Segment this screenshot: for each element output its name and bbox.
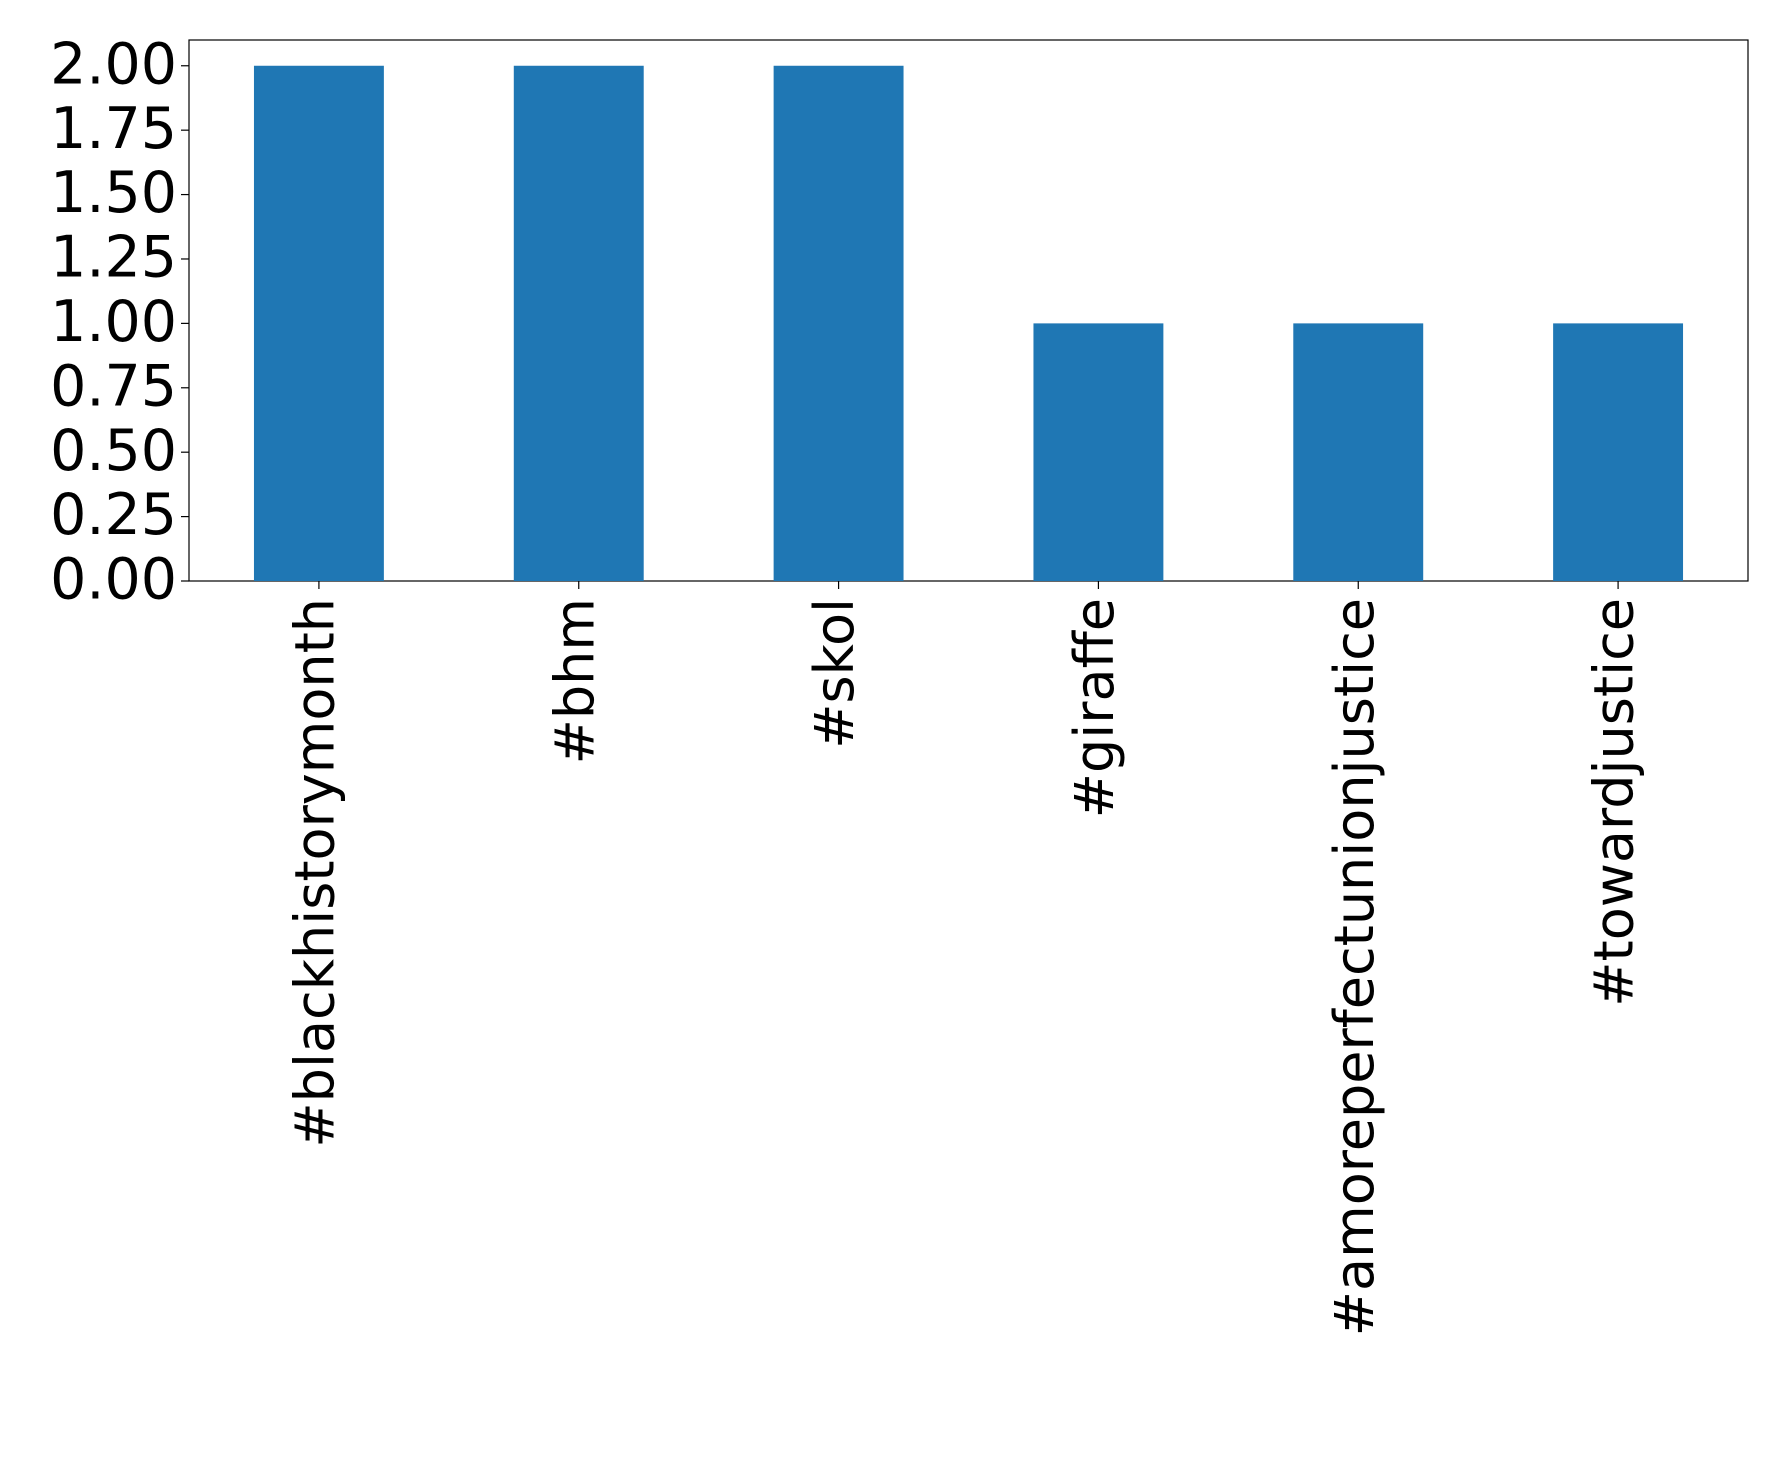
x-tick-label: #blackhistorymonth (284, 598, 347, 1148)
y-tick-label: 1.00 (50, 289, 177, 355)
y-tick-label: 0.25 (50, 482, 177, 548)
y-tick-label: 1.25 (50, 225, 177, 291)
y-tick-label: 0.50 (50, 418, 177, 484)
y-tick-label: 0.75 (50, 353, 177, 419)
x-tick-label: #towardjustice (1583, 598, 1646, 1007)
y-tick-label: 1.50 (50, 160, 177, 226)
x-tick-label: #amoreperfectunionjustice (1323, 598, 1386, 1336)
x-tick-label: #giraffe (1063, 598, 1126, 818)
y-tick-label: 0.00 (50, 547, 177, 613)
y-tick-label: 2.00 (50, 31, 177, 97)
bar (1293, 323, 1424, 581)
y-tick-label: 1.75 (50, 96, 177, 162)
bar (253, 65, 384, 581)
bar (1033, 323, 1164, 581)
x-tick-label: #bhm (543, 598, 606, 764)
bar (1553, 323, 1684, 581)
bar (513, 65, 644, 581)
bar (773, 65, 904, 581)
x-tick-label: #skol (803, 598, 866, 749)
plot-frame (188, 39, 1749, 582)
